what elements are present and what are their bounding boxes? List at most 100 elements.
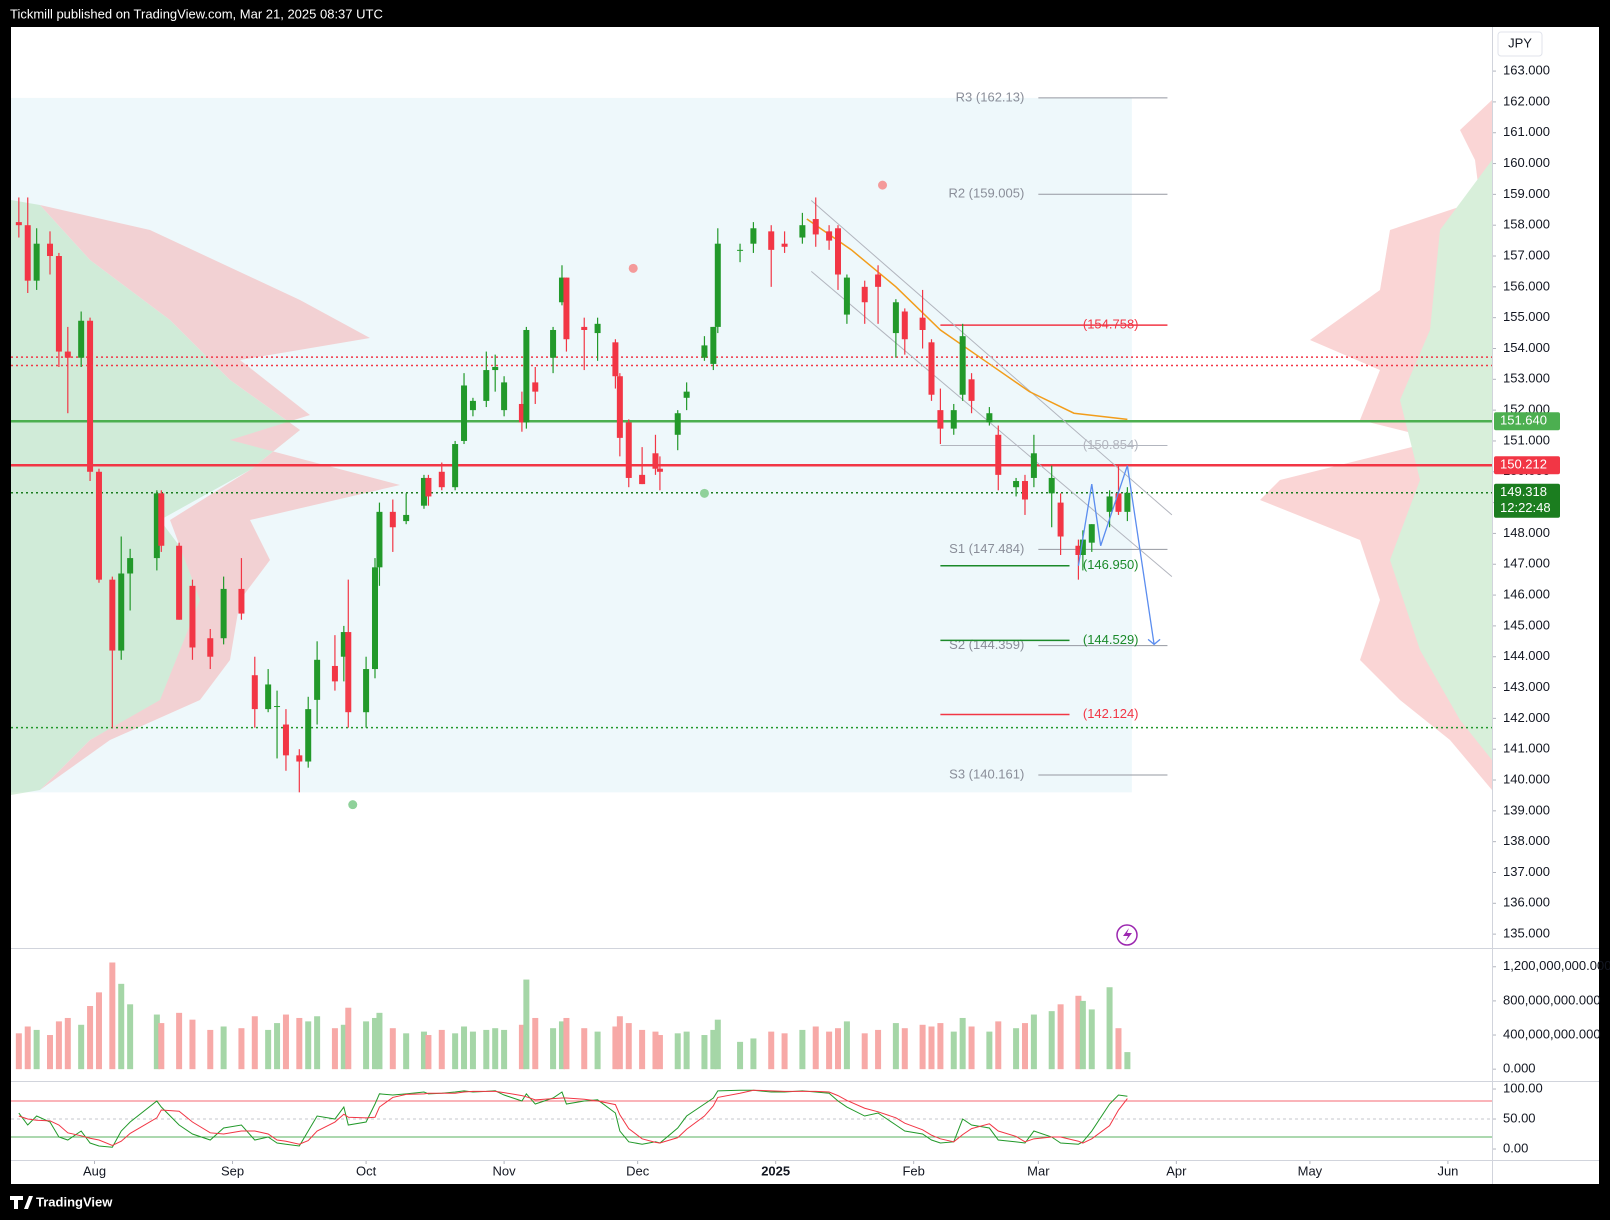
price-tick-label: 145.000 (1503, 617, 1550, 632)
projection (1077, 465, 1155, 645)
candle-body (15, 222, 22, 226)
volume-bar (363, 1021, 370, 1070)
volume-bar (901, 1028, 908, 1070)
volume-bar (501, 1029, 508, 1070)
price-pane: R3 (162.13) R2 (159.005) (154.758) (150.854… (11, 89, 1492, 810)
volume-bar (750, 1038, 757, 1070)
volume-bar (282, 1014, 289, 1070)
price-tick-label: 147.000 (1503, 556, 1550, 571)
volume-bar (835, 1028, 842, 1070)
price-tick-label: 161.000 (1503, 124, 1550, 139)
candle-body (87, 320, 94, 472)
volume-bar (826, 1031, 833, 1070)
volume-bar (1115, 1028, 1122, 1070)
candle-body (968, 379, 975, 401)
candle-body (371, 567, 378, 670)
pivot-label: S2 (144.359) (949, 637, 1024, 652)
candle-body (1079, 539, 1086, 556)
candle-body (919, 317, 926, 330)
volume-bar (46, 1035, 53, 1070)
candle-body (558, 277, 565, 303)
candle-body (518, 403, 525, 423)
price-tick-label: 156.000 (1503, 278, 1550, 293)
price-tick-label: 163.000 (1503, 63, 1550, 78)
candle-body (78, 320, 85, 358)
candle-body (1106, 496, 1113, 512)
volume-bar (461, 1026, 468, 1070)
candle-body (861, 286, 868, 303)
candle-body (710, 326, 717, 364)
volume-bar (995, 1021, 1002, 1070)
volume-bar (674, 1033, 681, 1070)
time-tick-label: Apr (1166, 1163, 1187, 1178)
volume-bar (403, 1033, 410, 1070)
candle-body (750, 228, 757, 244)
volume-bar (1124, 1052, 1131, 1070)
pivot-marker (628, 263, 638, 273)
volume-bar (158, 1023, 165, 1070)
volume-bar (1048, 1011, 1055, 1070)
volume-bar (331, 1028, 338, 1070)
volume-bar (683, 1031, 690, 1070)
candle-body (425, 477, 432, 497)
volume-bar (843, 1021, 850, 1070)
volume-bar (812, 1026, 819, 1070)
candle-body (305, 709, 312, 762)
volume-bar (452, 1033, 459, 1070)
candle-body (652, 453, 659, 469)
candle-body (928, 342, 935, 395)
candle-body (737, 249, 744, 251)
volume-bar (737, 1041, 744, 1070)
price-tick-label: 141.000 (1503, 741, 1550, 756)
candle-body (274, 706, 281, 708)
volume-bar (55, 1021, 62, 1070)
candle-body (625, 422, 632, 478)
volume-bar (345, 1007, 352, 1070)
volume-bar (87, 1006, 94, 1070)
price-tick-label: 135.000 (1503, 926, 1550, 941)
candle-body (176, 545, 183, 620)
volume-bar (701, 1035, 708, 1070)
volume-bar (532, 1017, 539, 1070)
candle-body (799, 225, 806, 238)
currency-label[interactable]: JPY (1508, 35, 1532, 50)
volume-bar (959, 1017, 966, 1070)
volume-bar (438, 1029, 445, 1070)
volume-bar (558, 1021, 565, 1070)
volume-bar (714, 1019, 721, 1070)
price-tick-label: 154.000 (1503, 340, 1550, 355)
volume-bar (950, 1031, 957, 1070)
candle-body (282, 724, 289, 756)
price-tick-label: 139.000 (1503, 802, 1550, 817)
candle-body (995, 434, 1002, 475)
candle-body (612, 342, 619, 377)
candle-body (55, 256, 62, 352)
candle-body (153, 493, 160, 559)
price-badge-label: 151.640 (1500, 413, 1547, 428)
candle-body (1021, 481, 1028, 500)
volume-bar (625, 1023, 632, 1070)
volume-tick-label: 400,000,000.000 (1503, 1026, 1601, 1041)
candle-body (901, 311, 908, 340)
price-tick-label: 143.000 (1503, 679, 1550, 694)
candle-body (46, 243, 53, 257)
candle-body (937, 410, 944, 429)
tradingview-logo (10, 1196, 33, 1209)
currency-box[interactable] (1497, 31, 1543, 57)
candle-body (118, 573, 125, 651)
candle-body (420, 477, 427, 506)
volume-bar (314, 1016, 321, 1070)
volume-bar (523, 979, 530, 1070)
volume-bar (220, 1026, 227, 1070)
volume-bar (24, 1026, 31, 1070)
time-tick-label: Jun (1437, 1163, 1458, 1178)
trendline (810, 200, 1173, 516)
volume-bar (639, 1029, 646, 1070)
volume-bar (376, 1012, 383, 1070)
candle-body (683, 391, 690, 398)
stoch-line (18, 1089, 1128, 1148)
candle-body (959, 336, 966, 395)
candle-body (345, 632, 352, 713)
price-badge-label: 149.318 (1500, 484, 1547, 499)
